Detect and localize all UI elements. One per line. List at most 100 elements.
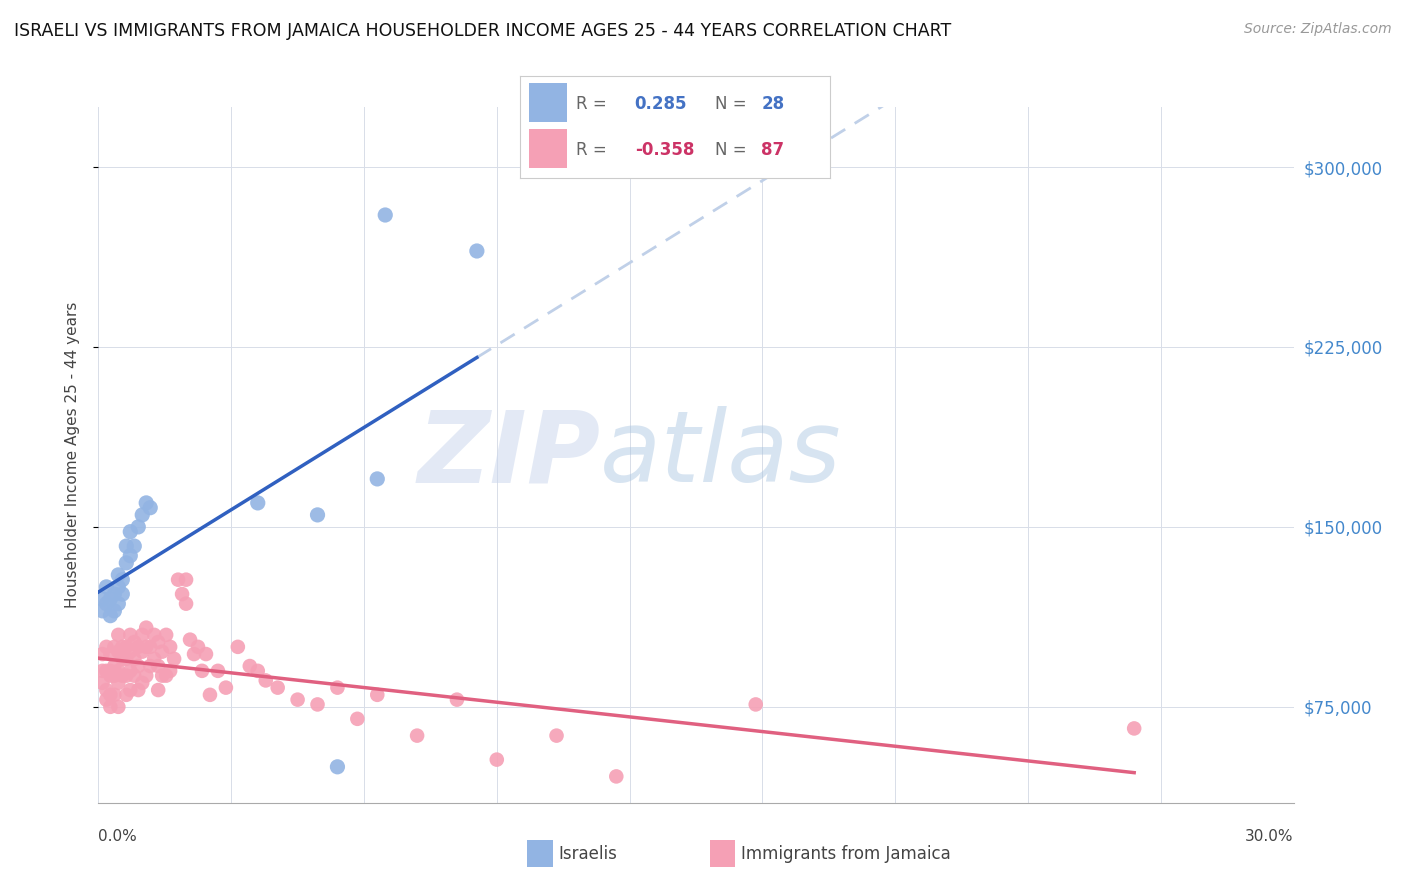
Point [100,664,122,678]
Point [131,676,153,690]
Point [446,692,468,706]
Point [287,692,309,706]
Point [127,640,149,654]
Point [96,580,118,594]
Point [107,597,129,611]
Point [96,597,118,611]
Point [100,699,122,714]
Bar [530,83,567,122]
Point [103,604,125,618]
Point [326,681,349,695]
Point [187,640,209,654]
Point [267,681,290,695]
Point [111,573,134,587]
Point [246,496,269,510]
Bar [530,129,567,168]
Point [131,628,153,642]
Point [131,508,153,522]
Point [103,640,125,654]
Point [107,699,129,714]
Point [127,520,149,534]
Point [307,698,329,712]
Text: ISRAELI VS IMMIGRANTS FROM JAMAICA HOUSEHOLDER INCOME AGES 25 - 44 YEARS CORRELA: ISRAELI VS IMMIGRANTS FROM JAMAICA HOUSE… [14,22,952,40]
Text: R =: R = [576,141,612,159]
Point [91,591,114,606]
Text: -0.358: -0.358 [634,141,695,159]
Point [96,664,118,678]
Point [150,645,173,659]
Point [91,676,114,690]
Point [100,591,122,606]
Text: 0.0%: 0.0% [98,829,138,844]
Point [226,640,249,654]
Point [148,635,170,649]
Point [254,673,277,688]
Point [96,692,118,706]
Point [174,597,197,611]
Point [91,604,114,618]
Text: 28: 28 [762,95,785,112]
Point [406,729,429,743]
Point [115,668,138,682]
Point [107,664,129,678]
Point [127,659,149,673]
Point [124,539,146,553]
Text: N =: N = [716,95,747,112]
Point [148,659,170,673]
Point [198,688,221,702]
Point [100,647,122,661]
Text: 30.0%: 30.0% [1246,829,1294,844]
Point [115,652,138,666]
Point [366,688,388,702]
Point [155,668,177,682]
Point [111,652,134,666]
Point [100,608,122,623]
Text: 87: 87 [762,141,785,159]
Point [183,647,205,661]
Point [111,668,134,682]
Point [179,632,201,647]
Point [103,668,125,682]
Point [174,573,197,587]
Point [215,681,238,695]
Point [195,647,218,661]
Point [246,664,269,678]
Point [111,640,134,654]
Point [1123,722,1146,736]
Point [135,640,157,654]
Point [485,753,508,767]
Point [103,688,125,702]
Point [115,556,138,570]
Point [139,659,162,673]
Text: N =: N = [716,141,747,159]
Point [131,645,153,659]
Point [107,628,129,642]
Point [135,496,157,510]
Text: Immigrants from Jamaica: Immigrants from Jamaica [741,845,950,863]
Point [120,628,142,642]
Point [326,760,349,774]
Point [159,640,181,654]
Point [115,688,138,702]
Point [115,640,138,654]
Point [100,688,122,702]
Point [124,652,146,666]
Point [239,659,262,673]
Point [172,587,194,601]
Text: atlas: atlas [600,407,842,503]
Point [120,549,142,563]
Point [115,539,138,553]
Point [163,652,186,666]
Point [120,683,142,698]
Point [159,664,181,678]
Point [103,587,125,601]
Point [96,640,118,654]
Point [148,683,170,698]
Point [127,683,149,698]
Point [91,647,114,661]
Text: 0.285: 0.285 [634,95,688,112]
Point [150,668,173,682]
Point [605,769,627,783]
Point [120,645,142,659]
Point [91,664,114,678]
